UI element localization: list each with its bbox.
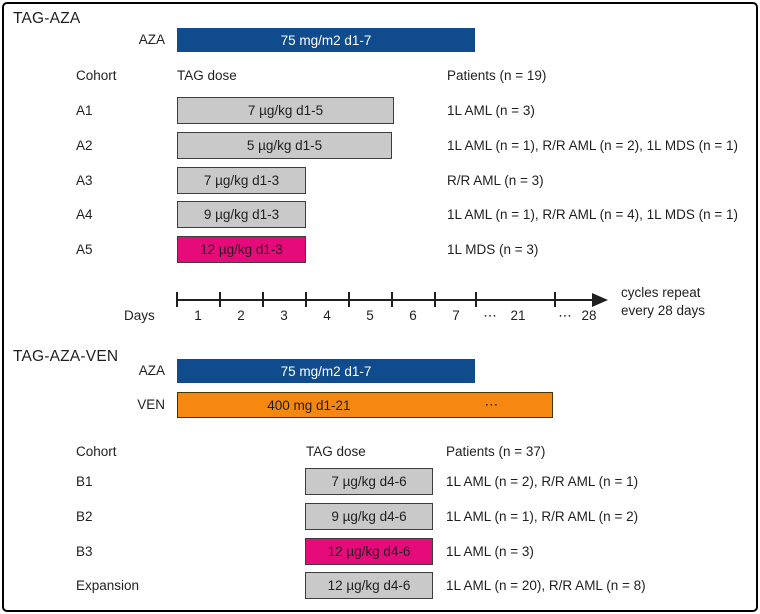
- cohort-header-row-a: Cohort TAG dose Patients (n = 19): [0, 68, 760, 88]
- cohort-label: A2: [76, 138, 93, 153]
- aza-bar-text: 75 mg/m2 d1-7: [280, 32, 372, 48]
- tag-dose-header: TAG dose: [306, 444, 366, 459]
- axis-tick-label: 1: [194, 308, 202, 323]
- cohort-row-a3: A3 7 µg/kg d1-3 R/R AML (n = 3): [0, 167, 760, 194]
- aza-bar-text: 75 mg/m2 d1-7: [280, 363, 372, 379]
- patients-label: 1L AML (n = 3): [446, 544, 534, 559]
- axis-tick-label: 7: [452, 308, 460, 323]
- aza-drug-label: AZA: [138, 32, 165, 47]
- cohort-label: B2: [76, 509, 93, 524]
- days-axis-label: Days: [124, 308, 155, 323]
- dose-box-text: 7 µg/kg d1-5: [247, 103, 324, 118]
- ven-drug-label: VEN: [137, 397, 165, 412]
- cohort-label: B3: [76, 544, 93, 559]
- dose-box: 12 µg/kg d4-6: [305, 572, 433, 599]
- dose-box: 12 µg/kg d4-6: [305, 538, 433, 565]
- axis-tick: [434, 292, 436, 307]
- patients-label: 1L AML (n = 1), R/R AML (n = 4), 1L MDS …: [447, 207, 738, 222]
- cohort-row-a5: A5 12 µg/kg d1-3 1L MDS (n = 3): [0, 236, 760, 263]
- dose-box: 7 µg/kg d1-3: [177, 167, 306, 194]
- cohort-row-a4: A4 9 µg/kg d1-3 1L AML (n = 1), R/R AML …: [0, 201, 760, 228]
- tag-dose-header: TAG dose: [177, 68, 237, 83]
- patients-label: 1L AML (n = 1), R/R AML (n = 2): [446, 509, 639, 524]
- dose-box: 9 µg/kg d4-6: [305, 503, 433, 530]
- axis-tick-label: 6: [409, 308, 417, 323]
- patients-label: 1L AML (n = 20), R/R AML (n = 8): [446, 578, 646, 593]
- axis-tick: [262, 292, 264, 307]
- ven-bar-ellipsis: ⋯: [484, 397, 499, 412]
- axis-tick-label: 2: [237, 308, 245, 323]
- cohort-label: B1: [76, 474, 93, 489]
- dose-box: 7 µg/kg d1-5: [177, 97, 394, 124]
- cohort-label: A5: [76, 242, 93, 257]
- aza-bar: 75 mg/m2 d1-7: [177, 359, 475, 383]
- dose-box: 12 µg/kg d1-3: [177, 236, 306, 263]
- patients-label: 1L AML (n = 1), R/R AML (n = 2), 1L MDS …: [447, 138, 738, 153]
- cycle-note-line1: cycles repeat: [621, 285, 701, 300]
- section-title-tag-aza-ven: TAG-AZA-VEN: [13, 348, 119, 365]
- dose-box-text: 7 µg/kg d4-6: [331, 474, 407, 489]
- patients-label: 1L AML (n = 2), R/R AML (n = 1): [446, 474, 639, 489]
- cohort-row-b2: B2 9 µg/kg d4-6 1L AML (n = 1), R/R AML …: [0, 503, 760, 530]
- patients-header: Patients (n = 37): [446, 444, 546, 459]
- axis-tick: [554, 292, 556, 307]
- aza-drug-row-2: AZA 75 mg/m2 d1-7: [0, 359, 760, 383]
- ven-drug-row: VEN 400 mg d1-21 ⋯: [0, 392, 760, 418]
- dose-box: 7 µg/kg d4-6: [305, 468, 433, 495]
- cohort-row-b3: B3 12 µg/kg d4-6 1L AML (n = 3): [0, 538, 760, 565]
- dose-box-text: 9 µg/kg d1-3: [203, 207, 280, 222]
- patients-header: Patients (n = 19): [447, 68, 547, 83]
- axis-tick-label: 3: [280, 308, 288, 323]
- aza-drug-label: AZA: [138, 363, 165, 378]
- patients-label: R/R AML (n = 3): [447, 173, 544, 188]
- cohort-label: Expansion: [76, 578, 140, 593]
- axis-tick: [176, 292, 178, 307]
- section-title-tag-aza: TAG-AZA: [13, 10, 81, 27]
- cohort-row-expansion: Expansion 12 µg/kg d4-6 1L AML (n = 20),…: [0, 572, 760, 599]
- axis-tick-label: 21: [510, 308, 526, 323]
- axis-arrowhead-icon: [592, 293, 608, 307]
- axis-tick: [475, 292, 477, 307]
- dose-box-text: 9 µg/kg d4-6: [331, 509, 407, 524]
- axis-ellipsis: ⋯: [483, 308, 497, 323]
- cohort-row-a1: A1 7 µg/kg d1-5 1L AML (n = 3): [0, 97, 760, 124]
- dose-box-text: 12 µg/kg d4-6: [327, 544, 411, 559]
- axis-tick: [348, 292, 350, 307]
- axis-line: [177, 299, 594, 301]
- cohort-label: A1: [76, 103, 93, 118]
- cycle-note-line2: every 28 days: [621, 303, 706, 318]
- cycle-note: cycles repeat every 28 days: [621, 284, 705, 320]
- dose-box-text: 12 µg/kg d1-3: [200, 242, 283, 257]
- cohort-row-b1: B1 7 µg/kg d4-6 1L AML (n = 2), R/R AML …: [0, 468, 760, 495]
- patients-label: 1L MDS (n = 3): [447, 242, 539, 257]
- dose-box: 9 µg/kg d1-3: [177, 201, 306, 228]
- cohort-header: Cohort: [76, 68, 117, 83]
- dose-box-text: 7 µg/kg d1-3: [203, 173, 280, 188]
- cohort-row-a2: A2 5 µg/kg d1-5 1L AML (n = 1), R/R AML …: [0, 132, 760, 159]
- axis-ellipsis: ⋯: [558, 308, 572, 323]
- cohort-label: A3: [76, 173, 93, 188]
- axis-tick: [305, 292, 307, 307]
- axis-tick-label: 4: [323, 308, 331, 323]
- patients-label: 1L AML (n = 3): [447, 103, 535, 118]
- cohort-header-row-b: Cohort TAG dose Patients (n = 37): [0, 444, 760, 464]
- axis-tick-label: 28: [581, 308, 597, 323]
- cohort-header: Cohort: [76, 444, 117, 459]
- ven-bar-text: 400 mg d1-21: [267, 397, 351, 413]
- cohort-label: A4: [76, 207, 93, 222]
- aza-drug-row: AZA 75 mg/m2 d1-7: [0, 28, 760, 52]
- axis-tick: [219, 292, 221, 307]
- ven-bar: 400 mg d1-21 ⋯: [177, 392, 553, 418]
- dose-box-text: 12 µg/kg d4-6: [327, 578, 411, 593]
- axis-tick-label: 5: [366, 308, 374, 323]
- dose-box: 5 µg/kg d1-5: [177, 132, 392, 159]
- dose-box-text: 5 µg/kg d1-5: [246, 138, 323, 153]
- axis-tick: [391, 292, 393, 307]
- aza-bar: 75 mg/m2 d1-7: [177, 28, 475, 52]
